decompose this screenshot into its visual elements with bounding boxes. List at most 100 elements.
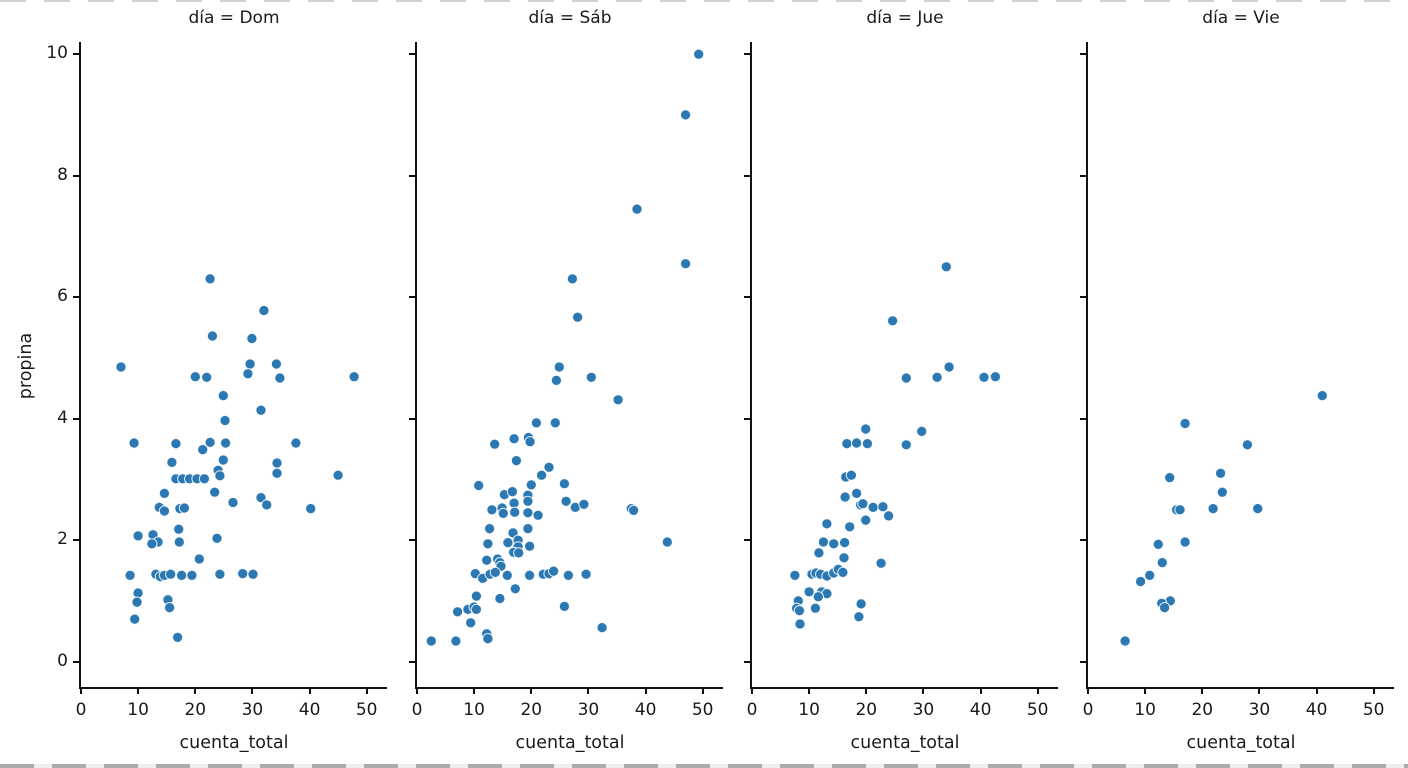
data-point (1174, 504, 1186, 516)
x-tick-mark (1258, 687, 1261, 694)
data-point (1216, 486, 1228, 498)
facet-panel-sab: día = Sáb cuenta_total 0 10 20 30 40 50 (409, 8, 723, 753)
y-tick-mark (409, 53, 417, 56)
x-tick-mark (751, 687, 753, 694)
data-point (129, 613, 141, 625)
data-point (482, 538, 494, 550)
data-point (186, 569, 198, 582)
data-point (1119, 635, 1131, 647)
data-point (1252, 503, 1264, 515)
y-tick-mark (73, 417, 81, 420)
data-point (214, 568, 226, 580)
data-point (209, 486, 221, 498)
data-point (450, 635, 462, 647)
data-point (558, 478, 570, 490)
scatter-plot-sab (425, 48, 705, 647)
data-point (172, 631, 184, 644)
data-point (875, 557, 887, 569)
data-point (817, 536, 830, 548)
x-tick-mark (1372, 687, 1375, 694)
data-point (270, 358, 282, 370)
x-tick-label: 50 (1362, 700, 1385, 720)
data-point (274, 372, 286, 384)
data-point (201, 371, 213, 383)
data-point (1179, 536, 1191, 548)
data-point (348, 371, 360, 383)
y-tick-mark (744, 660, 752, 663)
data-point (661, 536, 673, 548)
data-point (851, 437, 863, 449)
data-point (244, 358, 256, 370)
data-point (524, 540, 536, 552)
data-point (536, 469, 548, 481)
data-point (793, 605, 806, 617)
data-point (204, 273, 216, 285)
x-tick-label: 40 (298, 700, 321, 720)
data-point (989, 371, 1001, 383)
data-point (178, 502, 191, 514)
y-tick-mark (409, 539, 417, 542)
data-point (247, 568, 259, 580)
data-point (166, 456, 178, 468)
y-tick-mark (744, 417, 752, 420)
data-point (173, 523, 185, 535)
data-point (198, 473, 211, 485)
y-tick-label: 2 (57, 529, 68, 550)
screen-edge-artifact-bottom (0, 764, 1408, 768)
x-tick-label: 20 (520, 700, 543, 720)
data-point (219, 414, 231, 427)
x-tick-label: 50 (355, 700, 378, 720)
data-point (522, 507, 534, 519)
data-point (680, 109, 692, 121)
data-point (680, 258, 692, 270)
data-point (693, 48, 705, 60)
data-point (217, 454, 229, 466)
data-point (128, 437, 140, 449)
x-tick-mark (251, 687, 254, 694)
x-tick-label: 30 (241, 700, 264, 720)
x-tick-label: 0 (411, 700, 423, 720)
data-point (509, 583, 521, 595)
data-point (566, 273, 578, 285)
data-point (580, 568, 592, 580)
data-point (861, 438, 874, 450)
x-axis-label-dom: cuenta_total (179, 733, 289, 753)
data-point (883, 510, 895, 522)
x-tick-mark (808, 687, 811, 694)
data-point (794, 618, 806, 630)
y-tick-mark (1080, 539, 1088, 542)
data-point (214, 470, 226, 482)
data-point (332, 469, 344, 481)
x-tick-mark (644, 687, 647, 694)
y-tick-mark (1080, 660, 1088, 663)
data-point (853, 611, 865, 623)
data-point (176, 569, 188, 582)
y-tick-mark (744, 174, 752, 177)
data-point (612, 394, 624, 406)
data-point (189, 371, 201, 383)
data-point (596, 622, 608, 634)
y-tick-mark (409, 417, 417, 420)
data-point (494, 592, 506, 605)
data-point (217, 390, 229, 402)
y-tick-label: 4 (57, 407, 68, 428)
data-point (860, 514, 872, 526)
x-axis-label-sab: cuenta_total (515, 733, 625, 753)
data-point (1164, 472, 1176, 484)
data-point (851, 487, 863, 499)
facet-title-sab: día = Sáb (528, 8, 612, 28)
data-point (261, 499, 273, 511)
data-point (1159, 602, 1171, 614)
x-tick-mark (530, 687, 533, 694)
data-point (258, 304, 270, 317)
data-point (803, 586, 815, 598)
data-point (115, 361, 127, 373)
facet-title-jue: día = Jue (866, 8, 944, 28)
data-point (841, 438, 853, 450)
data-point (473, 479, 485, 492)
data-point (845, 469, 858, 481)
data-point (821, 518, 833, 530)
data-point (470, 590, 483, 602)
data-point (513, 547, 525, 559)
data-point (900, 372, 912, 384)
